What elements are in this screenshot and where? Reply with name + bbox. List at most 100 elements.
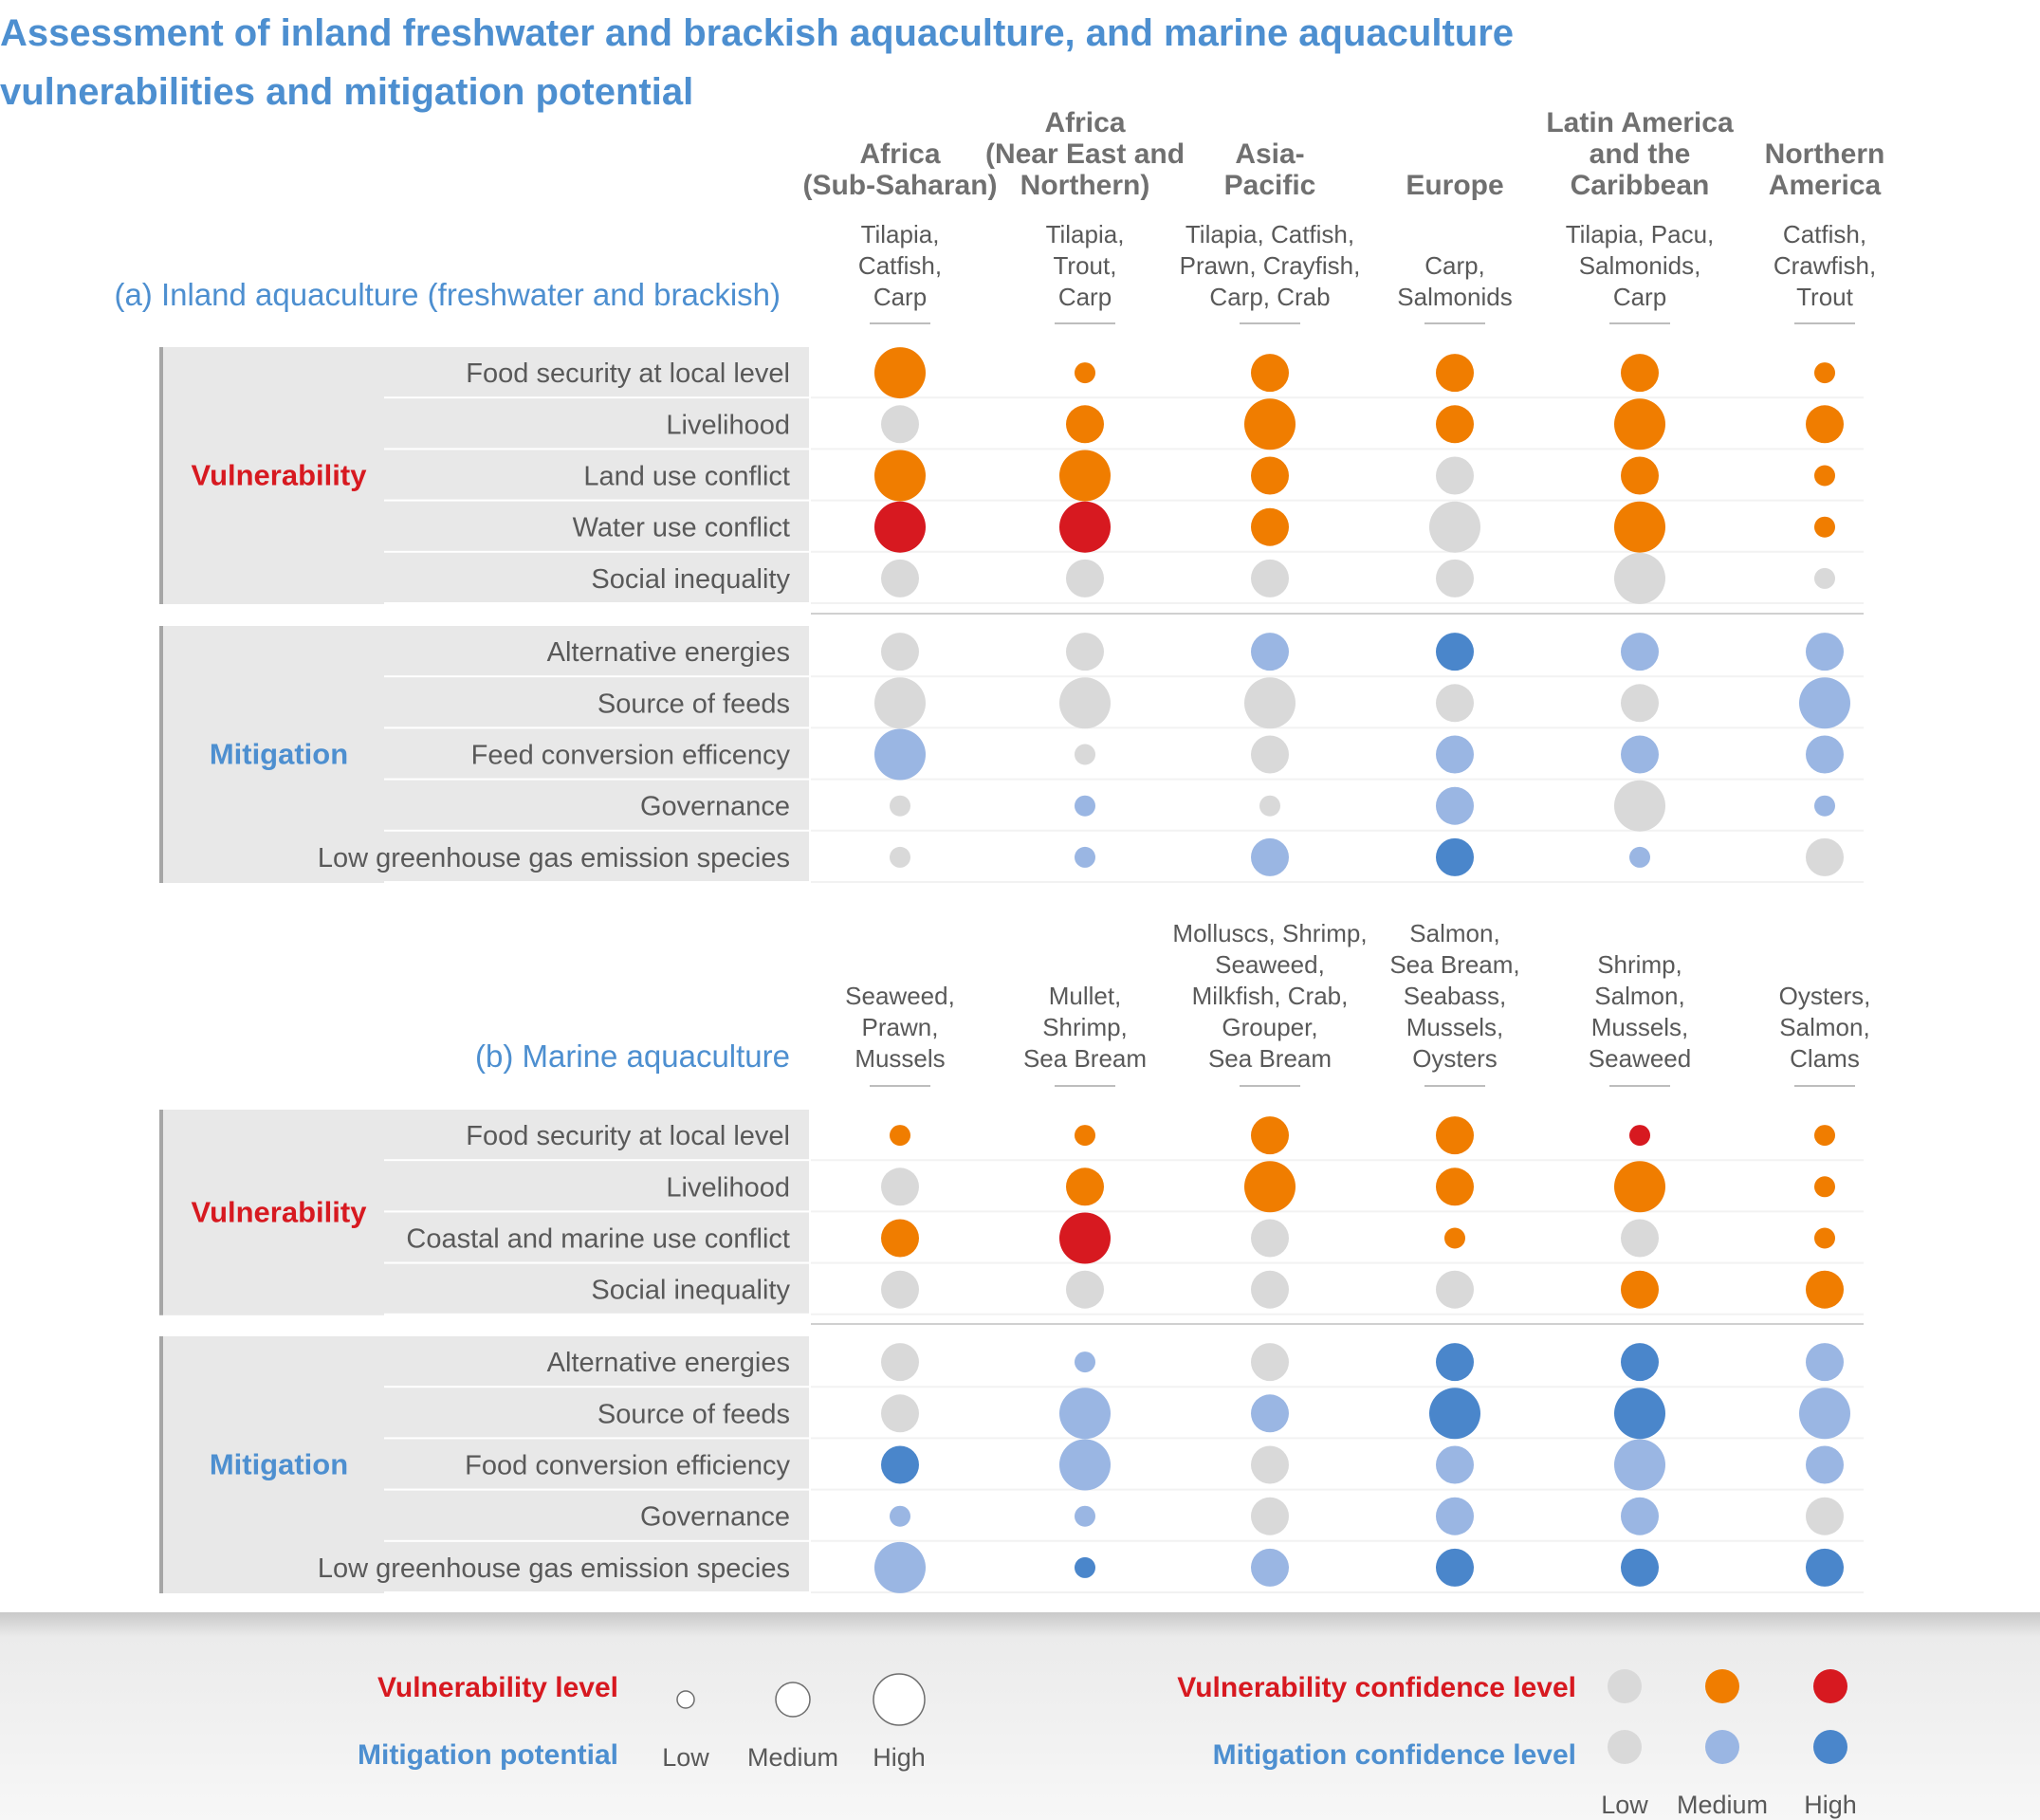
row-label: Governance [640,1502,790,1533]
row-label: Land use conflict [583,462,790,492]
species-label-line: Catfish, [1783,220,1866,248]
assessment-bubble [890,846,910,868]
row-label: Feed conversion efficency [471,741,791,771]
group-bracket [159,1336,163,1593]
assessment-bubble [1621,735,1659,774]
assessment-bubble [874,677,926,729]
assessment-bubble [1059,677,1111,729]
species-label-line: Grouper, [1222,1013,1317,1041]
species-label-line: Salmon, [1409,919,1499,947]
legend-size-circle [775,1682,811,1718]
region-header: Asia-Pacific [1224,138,1316,201]
assessment-bubble [1059,1439,1111,1491]
assessment-bubble [1621,1270,1659,1309]
assessment-bubble [1436,1116,1474,1155]
region-header-line: Northern [1765,138,1885,170]
assessment-bubble [1436,1548,1474,1587]
group-bracket [159,1110,163,1315]
assessment-bubble [1251,1343,1289,1382]
species-label: Tilapia, Trout, Carp [1046,220,1125,311]
assessment-bubble [1251,735,1289,774]
species-label-line: Crawfish, [1774,251,1876,280]
species-label: Shrimp, Salmon, Mussels, Seaweed [1589,950,1691,1073]
assessment-bubble [1251,354,1289,393]
assessment-bubble [1066,559,1104,597]
assessment-bubble [1066,405,1104,444]
assessment-bubble [1075,744,1095,765]
species-label-line: Molluscs, Shrimp, [1172,919,1367,947]
row-label-band [384,1110,809,1160]
species-label-line: Mussels, [1406,1013,1504,1041]
row-label-band [384,1212,809,1262]
assessment-bubble [1814,1176,1835,1198]
region-header-line: (Near East and [985,138,1185,170]
species-label-line: Oysters, [1779,982,1871,1010]
species-label-line: Seaweed, [1215,950,1325,979]
species-label-line: Shrimp, [1597,950,1682,979]
assessment-bubble [1614,1388,1665,1440]
assessment-bubble [874,728,926,781]
assessment-bubble [1075,795,1095,817]
species-label-line: Tilapia, Pacu, [1566,220,1715,248]
assessment-bubble [1429,501,1480,553]
species-label-line: Carp [1058,283,1112,311]
group-label: Vulnerability [192,1195,368,1228]
panel-title: (a) Inland aquaculture (freshwater and b… [114,277,781,312]
species-label-line: Seabass, [1404,982,1506,1010]
assessment-bubble [1436,837,1474,876]
row-label: Low greenhouse gas emission species [318,1553,790,1584]
assessment-bubble [1251,1497,1289,1535]
assessment-bubble [1429,1388,1480,1440]
assessment-bubble [1075,1351,1095,1373]
assessment-bubble [890,795,910,817]
species-label: Molluscs, Shrimp, Seaweed, Milkfish, Crab,… [1172,919,1367,1073]
assessment-bubble [874,347,926,399]
row-label-band [384,1161,809,1211]
row-label: Alternative energies [547,637,790,668]
row-label-band [384,1541,809,1591]
row-label-band [384,347,809,397]
row-label-band [384,1263,809,1314]
legend-confidence-circle [1608,1669,1642,1703]
legend-confidence-circle [1813,1730,1847,1764]
assessment-bubble [1059,450,1111,502]
assessment-bubble [1799,1388,1850,1440]
assessment-bubble [1806,837,1844,876]
legend-confidence-label: Mitigation confidence level [1213,1739,1576,1771]
region-header-line: Asia- [1235,138,1304,170]
assessment-bubble [881,559,919,597]
legend-size-circle [676,1690,695,1709]
assessment-bubble [1444,1227,1465,1249]
assessment-bubble [1436,735,1474,774]
assessment-bubble [1251,456,1289,495]
species-label-line: Carp, Crab [1209,283,1330,311]
assessment-bubble [1806,1343,1844,1382]
region-header: Europe [1406,170,1503,201]
assessment-bubble [874,501,926,553]
assessment-bubble [1059,1388,1111,1440]
group-label: Vulnerability [192,459,368,492]
group-label-band [163,347,384,604]
row-label-band [384,1490,809,1540]
row-label: Source of feeds [597,1399,790,1429]
assessment-bubble [1436,1445,1474,1484]
assessment-bubble [1799,677,1850,729]
row-label: Livelihood [666,410,790,440]
assessment-bubble [1814,795,1835,817]
assessment-bubble [1814,1125,1835,1147]
assessment-bubble [1814,567,1835,589]
row-label: Low greenhouse gas emission species [318,843,790,873]
assessment-bubble [1436,456,1474,495]
group-label-band [163,1110,384,1315]
species-label: Salmon, Sea Bream, Seabass, Mussels, Oysters [1389,919,1519,1073]
assessment-bubble [1621,1548,1659,1587]
legend-size-level: Medium [747,1743,838,1772]
species-label-line: Carp [873,283,927,311]
assessment-bubble [1244,677,1296,729]
group-label-band [163,1336,384,1593]
species-label-line: Carp [1613,283,1666,311]
assessment-bubble [874,1541,926,1593]
species-label: Carp, Salmonids [1397,251,1512,311]
assessment-bubble [1075,1125,1095,1147]
